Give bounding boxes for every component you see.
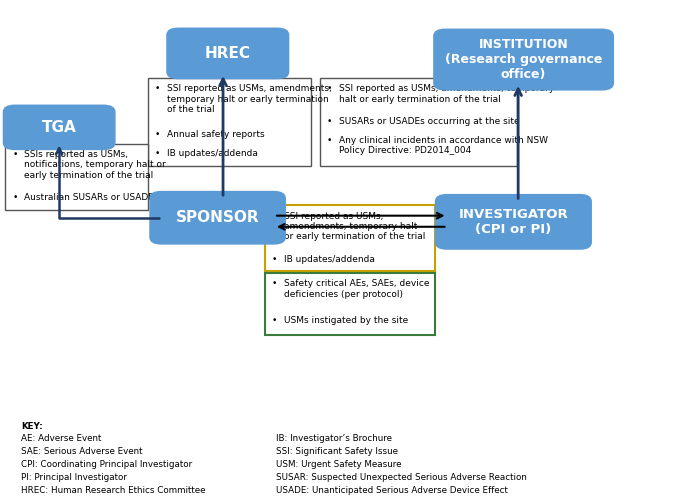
Text: SPONSOR: SPONSOR <box>176 210 259 225</box>
Text: Australian SUSARs or USADEs: Australian SUSARs or USADEs <box>24 193 159 202</box>
Text: •: • <box>272 280 277 289</box>
Text: Any clinical incidents in accordance with NSW
Policy Directive: PD2014_004: Any clinical incidents in accordance wit… <box>339 136 547 155</box>
Text: SSI reported as USMs, amendments,
temporary halt or early termination
of the tri: SSI reported as USMs, amendments, tempor… <box>167 84 332 114</box>
Text: •: • <box>12 150 18 159</box>
Text: •: • <box>12 193 18 202</box>
Text: IB updates/addenda: IB updates/addenda <box>167 149 258 158</box>
Text: INSTITUTION
(Research governance
office): INSTITUTION (Research governance office) <box>445 38 602 81</box>
FancyBboxPatch shape <box>148 78 311 166</box>
FancyBboxPatch shape <box>435 194 592 250</box>
Text: •: • <box>326 136 332 145</box>
Text: HREC: HREC <box>205 46 251 61</box>
Text: •: • <box>155 149 160 158</box>
FancyBboxPatch shape <box>167 28 289 79</box>
Text: IB: Investigator’s Brochure: IB: Investigator’s Brochure <box>276 434 392 443</box>
Text: •: • <box>272 255 277 264</box>
Text: INVESTIGATOR
(CPI or PI): INVESTIGATOR (CPI or PI) <box>458 208 568 236</box>
Text: SUSARs or USADEs occurring at the site: SUSARs or USADEs occurring at the site <box>339 117 520 126</box>
Text: SSI reported as USMs, amendments, temporary
halt or early termination of the tri: SSI reported as USMs, amendments, tempor… <box>339 84 554 104</box>
FancyBboxPatch shape <box>5 144 148 209</box>
FancyBboxPatch shape <box>149 191 286 244</box>
FancyBboxPatch shape <box>433 29 614 91</box>
Text: HREC: Human Research Ethics Committee: HREC: Human Research Ethics Committee <box>22 485 206 494</box>
Text: CPI: Coordinating Principal Investigator: CPI: Coordinating Principal Investigator <box>22 460 192 469</box>
Text: AE: Adverse Event: AE: Adverse Event <box>22 434 102 443</box>
Text: SUSAR: Suspected Unexpected Serious Adverse Reaction: SUSAR: Suspected Unexpected Serious Adve… <box>276 473 527 482</box>
Text: USADE: Unanticipated Serious Adverse Device Effect: USADE: Unanticipated Serious Adverse Dev… <box>276 485 508 494</box>
Text: SSI: Significant Safety Issue: SSI: Significant Safety Issue <box>276 447 398 456</box>
Text: TGA: TGA <box>41 120 77 135</box>
FancyBboxPatch shape <box>265 273 435 335</box>
FancyBboxPatch shape <box>3 105 116 150</box>
Text: Annual safety reports: Annual safety reports <box>167 130 265 139</box>
Text: Safety critical AEs, SAEs, device
deficiencies (per protocol): Safety critical AEs, SAEs, device defici… <box>284 280 430 299</box>
FancyBboxPatch shape <box>265 205 435 271</box>
Text: •: • <box>272 211 277 220</box>
Text: IB updates/addenda: IB updates/addenda <box>284 255 375 264</box>
Text: KEY:: KEY: <box>22 421 44 430</box>
FancyBboxPatch shape <box>320 78 517 166</box>
Text: SAE: Serious Adverse Event: SAE: Serious Adverse Event <box>22 447 143 456</box>
Text: •: • <box>155 130 160 139</box>
Text: USMs instigated by the site: USMs instigated by the site <box>284 316 409 325</box>
Text: •: • <box>326 117 332 126</box>
Text: •: • <box>272 316 277 325</box>
Text: SSI reported as USMs,
amendments, temporary halt
or early termination of the tri: SSI reported as USMs, amendments, tempor… <box>284 211 426 241</box>
Text: SSIs reported as USMs,
notifications, temporary halt or
early termination of the: SSIs reported as USMs, notifications, te… <box>24 150 166 180</box>
Text: USM: Urgent Safety Measure: USM: Urgent Safety Measure <box>276 460 402 469</box>
Text: •: • <box>326 84 332 93</box>
Text: •: • <box>155 84 160 93</box>
Text: PI: Principal Investigator: PI: Principal Investigator <box>22 473 127 482</box>
